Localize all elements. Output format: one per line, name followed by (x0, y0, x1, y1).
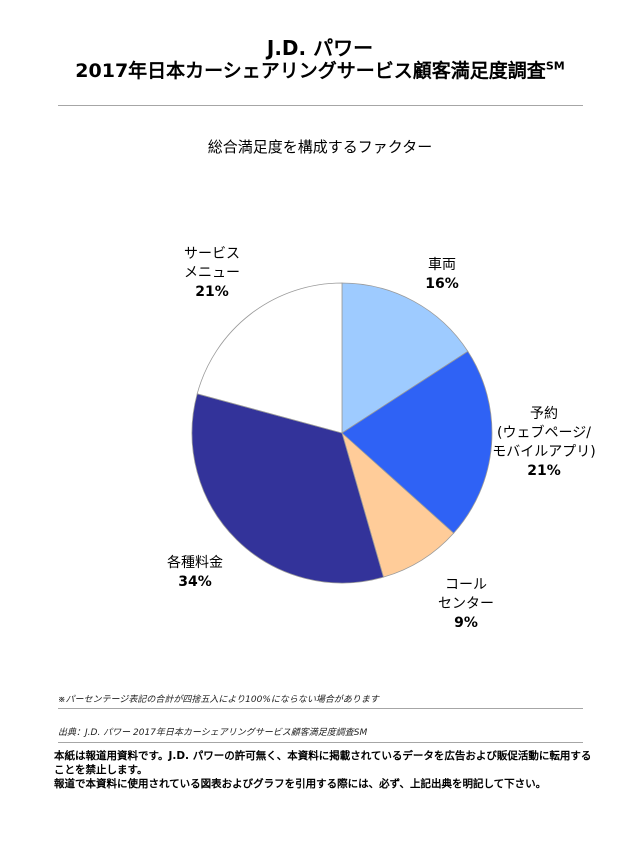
slice-name-call-center: コール (445, 577, 487, 593)
report-subtitle-text: 2017年日本カーシェアリングサービス顧客満足度調査 (75, 60, 546, 82)
slice-pct-call-center: 9% (454, 615, 478, 631)
footer-disclaimer: 本紙は報道用資料です。J.D. パワーの許可無く、本資料に掲載されているデータを… (54, 749, 594, 791)
slice-name-fees: 各種料金 (167, 555, 223, 571)
slice-label-vehicle: 車両 16% (402, 256, 482, 294)
slice-label-service-menu: サービス メニュー 21% (162, 245, 262, 302)
slice-name-reservation-2: (ウェブページ/ (497, 425, 591, 441)
source-divider (58, 742, 583, 743)
source-note: 出典：J.D. パワー 2017年日本カーシェアリングサービス顧客満足度調査SM (58, 728, 368, 738)
slice-name-call-center-2: センター (438, 596, 494, 612)
pie-slice-vehicle (341, 282, 469, 434)
pie-slice-reservation (341, 350, 493, 534)
chart-title: 総合満足度を構成するファクター (207, 138, 433, 156)
slice-label-fees: 各種料金 34% (145, 554, 245, 592)
report-title: J.D. パワー (266, 36, 374, 60)
slice-name-service-menu-2: メニュー (184, 265, 240, 281)
slice-label-reservation: 予約 (ウェブページ/ モバイルアプリ) 21% (484, 405, 604, 481)
pie-slice-call-center (341, 431, 455, 578)
slice-pct-vehicle: 16% (425, 276, 459, 292)
slice-name-reservation-3: モバイルアプリ) (492, 444, 596, 460)
slice-pct-reservation: 21% (527, 463, 561, 479)
note-divider (58, 708, 583, 709)
slice-name-service-menu: サービス (184, 246, 240, 262)
slice-label-call-center: コール センター 9% (420, 576, 512, 633)
pie-slice-fees (191, 393, 384, 584)
pie-slice-service-menu (196, 282, 343, 434)
rounding-note: ※パーセンテージ表記の合計が四捨五入により100%にならない場合があります (58, 695, 379, 705)
slice-pct-fees: 34% (178, 574, 212, 590)
report-subtitle: 2017年日本カーシェアリングサービス顧客満足度調査SM (0, 56, 640, 83)
slice-name-vehicle: 車両 (428, 257, 456, 273)
slice-pct-service-menu: 21% (195, 284, 229, 300)
slice-name-reservation: 予約 (530, 406, 558, 422)
header-divider (58, 105, 583, 106)
pie-chart (191, 282, 493, 584)
footer-line-1: 本紙は報道用資料です。J.D. パワーの許可無く、本資料に掲載されているデータを… (54, 750, 592, 776)
footer-line-2: 報道で本資料に使用されている図表およびグラフを引用する際には、必ず、上記出典を明… (54, 778, 547, 790)
service-mark: SM (545, 59, 565, 73)
